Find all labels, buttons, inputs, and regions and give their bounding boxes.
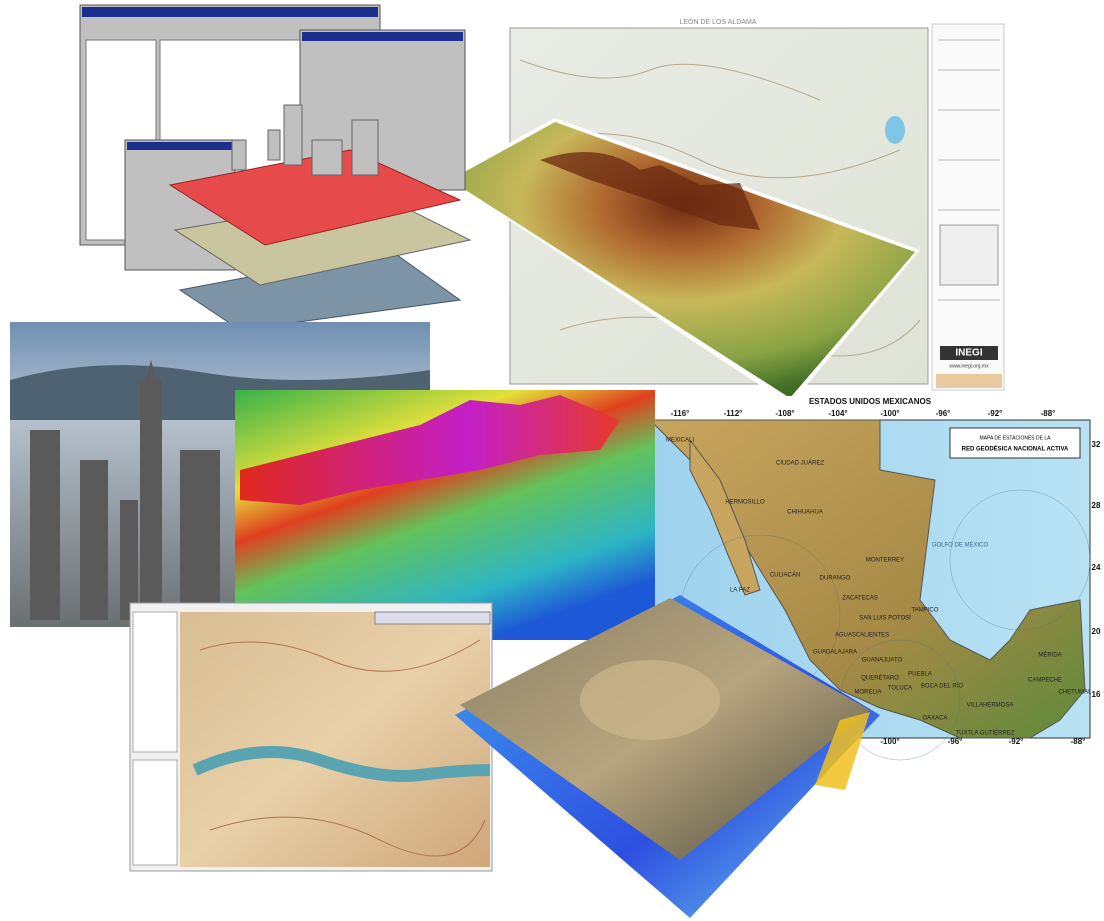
- legend-lines: [938, 39, 1000, 301]
- map-detail: [267, 129, 281, 161]
- baja-peninsula: [689, 438, 761, 596]
- latitude-label: 16: [1092, 690, 1101, 699]
- city-label: GUADALAJARA: [813, 650, 857, 656]
- logo-box: [940, 346, 998, 360]
- latitude-label: 24: [1092, 563, 1101, 572]
- city-label: CHIHUAHUA: [787, 510, 823, 516]
- city-label: TAMPICO: [912, 608, 939, 614]
- map-detail: [949, 489, 1091, 631]
- city-label: OAXACA: [922, 716, 947, 722]
- city-label: VILLAHERMOSA: [967, 703, 1014, 709]
- city-label: CHETUMAL: [1058, 690, 1092, 696]
- sheet-legend: [931, 23, 1005, 391]
- longitude-label: -88°: [1041, 409, 1056, 418]
- latitude-label: 32: [1092, 440, 1101, 449]
- dem-view: [235, 390, 655, 640]
- sheet-label: [936, 374, 1002, 388]
- skyline: [30, 380, 220, 620]
- latitude-label: 20: [1092, 627, 1101, 636]
- city-label: QUERÉTARO: [861, 675, 899, 682]
- logo-url: www.inegi.org.mx: [949, 363, 989, 369]
- sheet-title: LEÓN DE LOS ALDAMA: [679, 17, 756, 26]
- longitude-label: -116°: [671, 409, 690, 418]
- latitude-label: 28: [1092, 501, 1101, 510]
- city-label: MÉRIDA: [1038, 652, 1061, 659]
- city-label: TOLUCA: [888, 686, 912, 692]
- cities: MEXICALI CIUDAD JUÁREZ HERMOSILLO CHIHUAHUA…: [666, 438, 1092, 737]
- map-title-2: RED GEODÉSICA NACIONAL ACTIVA: [962, 445, 1069, 453]
- map-detail: [30, 430, 60, 620]
- city-label: DURANGO: [820, 576, 851, 582]
- map-detail: [120, 500, 138, 620]
- toolbar: [374, 611, 491, 625]
- city-label: TUXTLA GUTIÉRREZ: [955, 730, 1014, 737]
- terrain-3d: [445, 118, 920, 405]
- map-detail: [283, 104, 303, 166]
- index-map: [939, 224, 999, 286]
- edge-yellow: [815, 712, 870, 790]
- longitude-label: -96°: [936, 409, 951, 418]
- map-detail: [311, 139, 343, 176]
- city-label: MORELIA: [854, 690, 881, 696]
- title-box: [949, 427, 1081, 459]
- city-label: MONTERREY: [866, 558, 904, 564]
- city-label: CIUDAD JUÁREZ: [776, 460, 824, 467]
- city-label: SAN LUIS POTOSÍ: [859, 615, 911, 622]
- map-detail: [180, 450, 220, 620]
- satellite-3d: [455, 595, 880, 918]
- topo-map: [180, 612, 490, 867]
- gulf-label: GOLFO DE MÉXICO: [932, 542, 989, 549]
- topo-screen: [129, 602, 493, 872]
- city-label: AGUASCALIENTES: [835, 633, 889, 639]
- buildings: [231, 104, 379, 176]
- city-label: CAMPECHE: [1028, 678, 1062, 684]
- dialog-title-bar: [302, 32, 463, 41]
- dem-ridge: [240, 395, 620, 505]
- city-label: BOCA DEL RÍO: [921, 683, 963, 690]
- city-label: MEXICALI: [666, 438, 694, 444]
- logo: INEGI: [955, 348, 982, 359]
- city-label: LA PAZ: [730, 588, 750, 594]
- terrain-surface: [450, 122, 915, 398]
- longitude-label: -88°: [1071, 737, 1086, 746]
- map-detail: [140, 380, 162, 620]
- city-label: HERMOSILLO: [725, 500, 765, 506]
- catalog-panel: [132, 759, 178, 866]
- city-label: PUEBLA: [908, 672, 932, 678]
- gis-software: [79, 4, 472, 331]
- river: [192, 746, 491, 782]
- city-label: ZACATECAS: [842, 596, 878, 602]
- longitude-label: -92°: [1009, 737, 1024, 746]
- toc-panel: [132, 611, 178, 753]
- map-country: ESTADOS UNIDOS MEXICANOS: [809, 397, 932, 406]
- longitude-label: -92°: [988, 409, 1003, 418]
- longitude-label: -108°: [775, 409, 794, 418]
- longitude-label: -112°: [724, 409, 743, 418]
- city-label: GUANAJUATO: [862, 658, 903, 664]
- terrain-peak: [540, 152, 760, 230]
- bottom-longitudes: -100° -96° -92° -88°: [880, 737, 1085, 746]
- title-bar: [82, 7, 378, 17]
- tower-spire: [146, 360, 156, 380]
- map-detail: [351, 119, 379, 176]
- map-detail: [80, 460, 108, 620]
- topo-contours: [199, 639, 486, 857]
- open-pit: [580, 660, 720, 740]
- longitude-label: -104°: [828, 409, 847, 418]
- city-label: CULIACÁN: [770, 572, 800, 579]
- map-title-1: MAPA DE ESTACIONES DE LA: [980, 435, 1052, 441]
- longitude-label: -100°: [880, 737, 899, 746]
- map-detail: [231, 139, 247, 171]
- lake: [885, 116, 905, 144]
- info-title-bar: [127, 142, 233, 150]
- top-longitudes: -116° -112° -108° -104° -100° -96° -92° -88°: [671, 409, 1056, 418]
- latitudes: 32 28 24 20 16: [1092, 440, 1101, 699]
- longitude-label: -96°: [948, 737, 963, 746]
- mexico-land: [648, 419, 1086, 739]
- longitude-label: -100°: [880, 409, 899, 418]
